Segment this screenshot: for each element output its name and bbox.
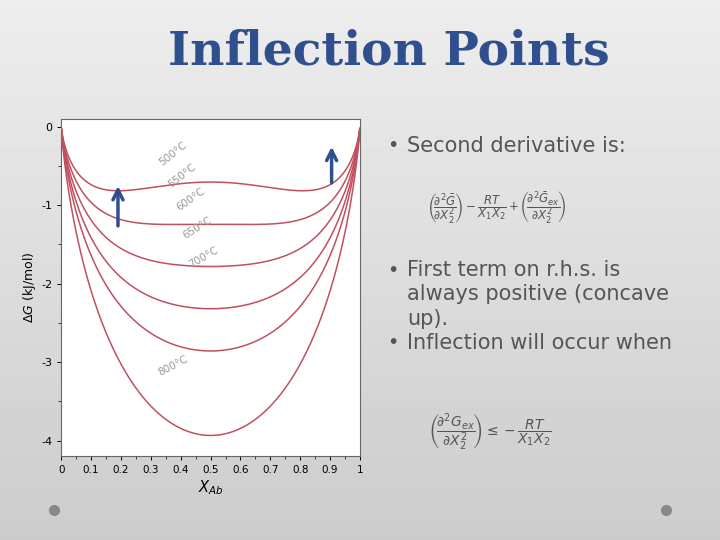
- Text: up).: up).: [407, 308, 448, 329]
- Y-axis label: $\Delta G$ (kJ/mol): $\Delta G$ (kJ/mol): [22, 252, 38, 323]
- Text: •: •: [387, 260, 398, 280]
- Text: 700°C: 700°C: [186, 245, 220, 269]
- Text: 550°C: 550°C: [166, 161, 197, 190]
- Text: always positive (concave: always positive (concave: [407, 284, 669, 305]
- Text: Inflection will occur when: Inflection will occur when: [407, 333, 672, 353]
- Text: •: •: [387, 136, 398, 156]
- Text: 600°C: 600°C: [175, 186, 207, 213]
- X-axis label: $X_{Ab}$: $X_{Ab}$: [198, 478, 223, 497]
- Text: First term on r.h.s. is: First term on r.h.s. is: [407, 260, 620, 280]
- Text: 500°C: 500°C: [157, 140, 189, 167]
- Text: 650°C: 650°C: [181, 215, 213, 240]
- Text: •: •: [387, 333, 398, 353]
- Text: $\left(\!\dfrac{\partial^2 G_{ex}}{\partial X_2^2}\!\right) \leq -\dfrac{RT}{X_1: $\left(\!\dfrac{\partial^2 G_{ex}}{\part…: [428, 411, 552, 453]
- Text: $\left(\!\dfrac{\partial^2\bar{G}}{\partial X_2^2}\!\right) - \dfrac{RT}{X_1 X_2: $\left(\!\dfrac{\partial^2\bar{G}}{\part…: [427, 190, 567, 226]
- Text: 800°C: 800°C: [157, 354, 190, 378]
- Text: Inflection Points: Inflection Points: [168, 28, 610, 75]
- Text: Second derivative is:: Second derivative is:: [407, 136, 626, 156]
